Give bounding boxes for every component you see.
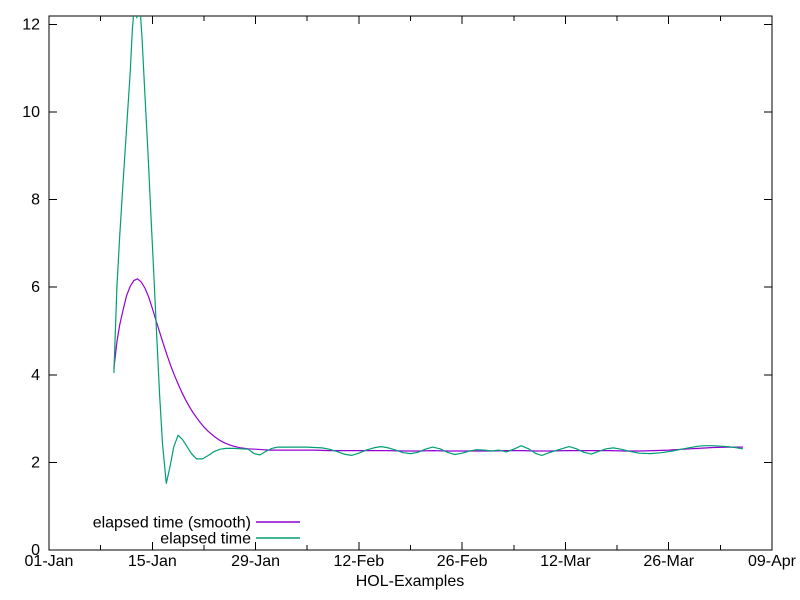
- x-tick-label: 15-Jan: [128, 553, 177, 570]
- y-tick-label: 0: [31, 542, 40, 559]
- y-tick-label: 12: [22, 16, 40, 33]
- plot-border: [48, 15, 773, 551]
- x-tick-label: 09-Apr: [748, 553, 797, 570]
- y-tick-label: 4: [31, 367, 40, 384]
- x-tick-label: 26-Feb: [437, 553, 488, 570]
- x-tick-label: 12-Mar: [540, 553, 591, 570]
- axes: 01-Jan 15-Jan 29-Jan 12-Feb 26-Feb 12-Mar 26-M…: [22, 15, 797, 570]
- series-line-elapsed-time: [113, 16, 744, 484]
- x-axis-title: HOL-Examples: [356, 573, 464, 590]
- y-tick-label: 6: [31, 279, 40, 296]
- y-tick-label: 2: [31, 454, 40, 471]
- legend: elapsed time (smooth) elapsed time: [93, 515, 300, 548]
- series-lines: [113, 16, 744, 484]
- y-tick-label: 10: [22, 104, 40, 121]
- series-line-elapsed-time-smooth: [113, 278, 744, 452]
- x-tick-label: 26-Mar: [643, 553, 694, 570]
- y-tick-label: 8: [31, 192, 40, 209]
- legend-label-elapsed-time-smooth: elapsed time (smooth): [93, 515, 251, 532]
- legend-label-elapsed-time: elapsed time: [160, 531, 251, 548]
- x-tick-label: 12-Feb: [334, 553, 385, 570]
- x-tick-label: 01-Jan: [25, 553, 74, 570]
- x-tick-label: 29-Jan: [231, 553, 280, 570]
